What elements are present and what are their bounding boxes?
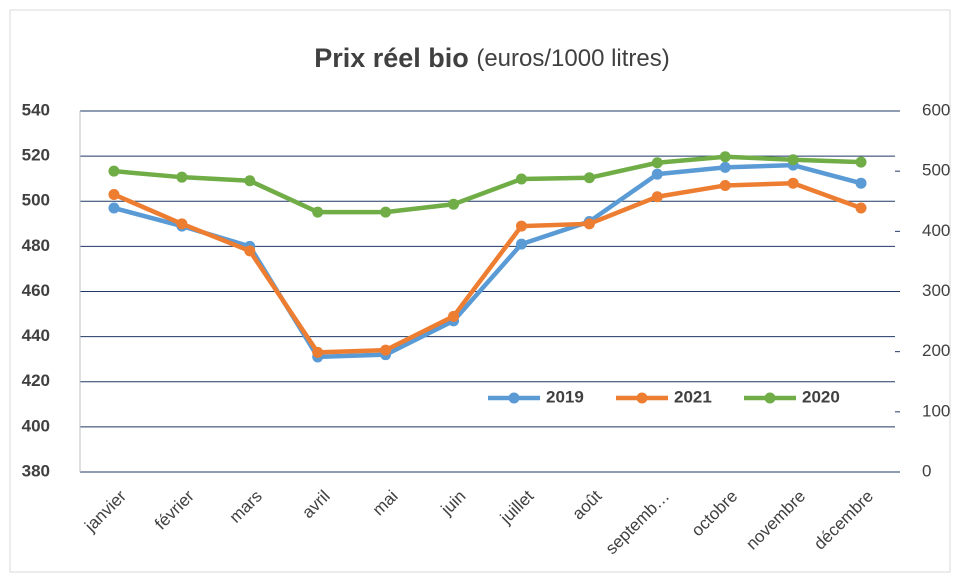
series-point [787, 177, 799, 189]
legend-label: 2020 [802, 387, 840, 406]
y2-tick-label: 600 [922, 100, 950, 119]
series-point [787, 154, 799, 166]
y-tick-label: 420 [22, 371, 50, 390]
series-point [583, 172, 595, 184]
series-point [719, 151, 731, 163]
series-point [515, 220, 527, 232]
legend-marker [636, 392, 648, 404]
chart-title: Prix réel bio (euros/1000 litres) [314, 43, 670, 73]
y2-tick-label: 400 [922, 221, 950, 240]
series-point [515, 173, 527, 185]
series-point [651, 168, 663, 180]
series-point [312, 206, 324, 218]
series-point [176, 171, 188, 183]
series-point [244, 245, 256, 257]
y2-tick-label: 300 [922, 281, 950, 300]
legend-marker [764, 392, 776, 404]
legend-marker [508, 392, 520, 404]
series-point [583, 218, 595, 230]
series-point [515, 238, 527, 250]
series-point [719, 161, 731, 173]
y2-tick-label: 200 [922, 341, 950, 360]
y-tick-label: 500 [22, 191, 50, 210]
series-point [108, 165, 120, 177]
series-point [244, 175, 256, 187]
series-point [719, 179, 731, 191]
y-tick-label: 480 [22, 236, 50, 255]
title: Prix réel bio [314, 43, 469, 73]
y-tick-label: 460 [22, 281, 50, 300]
y-tick-label: 440 [22, 326, 50, 345]
series-point [651, 191, 663, 203]
series-point [448, 198, 460, 210]
series-point [108, 188, 120, 200]
series-point [312, 346, 324, 358]
series-line [113, 180, 862, 355]
legend-label: 2021 [674, 387, 712, 406]
series-point [380, 206, 392, 218]
legend-label: 2019 [546, 387, 584, 406]
series-line [113, 154, 862, 215]
y2-tick-label: 100 [922, 401, 950, 420]
series-point [651, 157, 663, 169]
series-point [855, 156, 867, 168]
series-line [113, 162, 862, 360]
series-point [380, 344, 392, 356]
y-tick-label: 540 [22, 100, 50, 119]
y-tick-label: 400 [22, 416, 50, 435]
series-point [108, 202, 120, 214]
subtitle: (euros/1000 litres) [476, 45, 669, 72]
y-tick-label: 380 [22, 461, 50, 480]
series-point [448, 310, 460, 322]
series-point [855, 202, 867, 214]
series-point [176, 218, 188, 230]
series-point [855, 177, 867, 189]
y-tick-label: 520 [22, 146, 50, 165]
y2-tick-label: 500 [922, 161, 950, 180]
y2-tick-label: 0 [922, 461, 931, 480]
